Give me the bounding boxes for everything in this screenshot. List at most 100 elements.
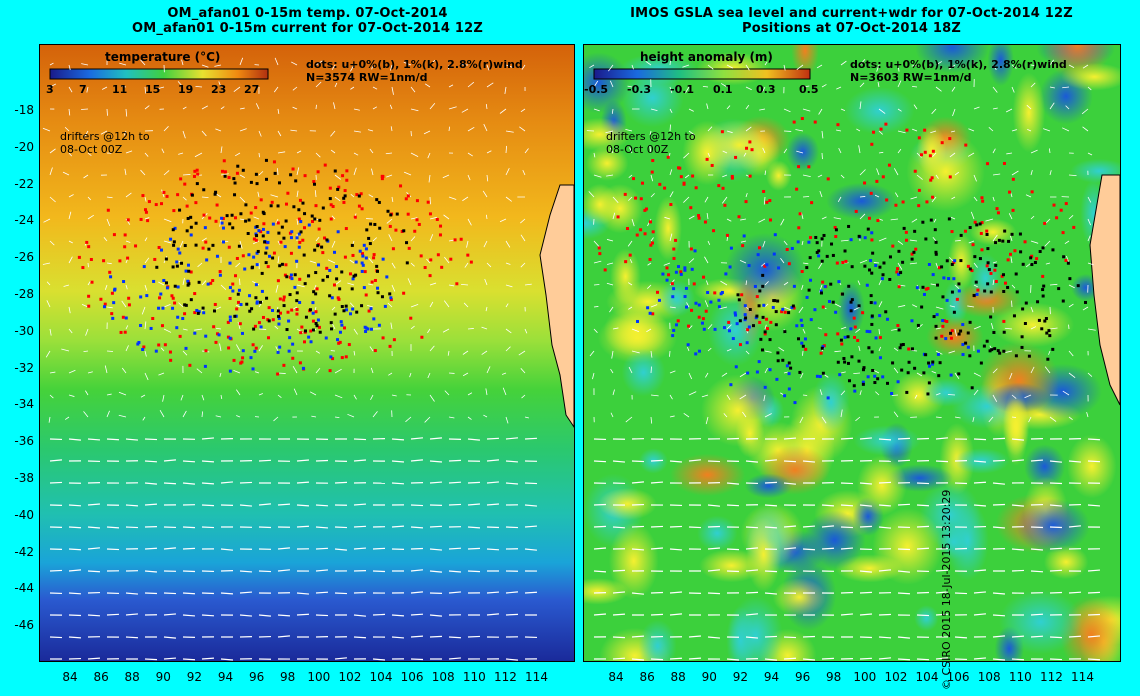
drifter-dot xyxy=(927,263,931,267)
drifter-dot xyxy=(640,181,644,185)
drifter-dot xyxy=(839,338,843,342)
drifter-dot xyxy=(684,286,688,290)
current-vector-arrow xyxy=(726,570,740,573)
drifter-dot xyxy=(762,303,766,307)
drifter-dot xyxy=(694,301,698,305)
current-vector-arrow xyxy=(1043,128,1051,132)
drifter-dot xyxy=(774,323,778,327)
drifter-dot xyxy=(273,171,277,175)
current-vector-arrow xyxy=(593,547,607,550)
right-title-line1: IMOS GSLA sea level and current+wdr for … xyxy=(630,6,1073,21)
current-vector-arrow xyxy=(49,459,63,462)
drifter-dot xyxy=(367,236,371,240)
current-vector-arrow xyxy=(608,64,614,72)
drifter-dot xyxy=(727,329,731,333)
current-vector-arrow xyxy=(631,460,645,463)
latitude-tick-label: -42 xyxy=(14,544,34,559)
drifter-dot xyxy=(670,282,674,286)
current-vector-arrow xyxy=(140,59,146,66)
drifter-dot xyxy=(867,216,871,220)
drifter-dot xyxy=(201,246,205,250)
current-vector-arrow xyxy=(897,503,911,506)
current-vector-arrow xyxy=(68,328,73,334)
drifter-dot xyxy=(690,308,694,312)
current-vector-arrow xyxy=(237,321,241,330)
current-vector-arrow xyxy=(783,306,792,311)
drifter-dot xyxy=(636,319,640,323)
drifter-dot xyxy=(948,175,952,179)
drifter-dot xyxy=(727,320,731,324)
drifter-dot xyxy=(669,203,673,207)
drifter-dot xyxy=(616,215,620,219)
drifter-dot xyxy=(870,238,874,242)
current-vector-arrow xyxy=(802,328,806,334)
drifter-dot xyxy=(144,208,148,212)
latitude-tick-label: -20 xyxy=(14,139,34,154)
right-note-line1: drifters @12h to xyxy=(606,130,696,143)
current-vector-arrow xyxy=(954,240,961,242)
current-vector-arrow xyxy=(897,130,906,134)
drifter-dot xyxy=(439,224,443,228)
current-vector-arrow xyxy=(182,196,187,201)
current-vector-arrow xyxy=(125,284,128,290)
right-colorbar-tick: 0.3 xyxy=(756,83,776,96)
drifter-dot xyxy=(790,246,794,250)
sea-level-anomaly-patch xyxy=(584,52,630,114)
current-vector-arrow xyxy=(650,304,658,308)
drifter-dot xyxy=(822,233,826,237)
current-vector-arrow xyxy=(669,548,683,551)
current-vector-arrow xyxy=(520,108,526,113)
current-vector-arrow xyxy=(609,306,614,313)
drifter-dot xyxy=(277,231,281,235)
current-vector-arrow xyxy=(973,262,978,268)
current-vector-arrow xyxy=(462,372,469,377)
drifter-dot xyxy=(776,299,780,303)
current-vector-arrow xyxy=(897,240,904,245)
drifter-dot xyxy=(873,301,877,305)
drifter-dot xyxy=(247,218,251,222)
drifter-dot xyxy=(106,208,110,212)
current-vector-arrow xyxy=(876,168,880,176)
current-vector-arrow xyxy=(391,482,405,485)
current-vector-arrow xyxy=(353,394,357,400)
drifter-dot xyxy=(763,332,767,336)
drifter-dot xyxy=(239,212,243,216)
drifter-dot xyxy=(820,346,824,350)
current-vector-arrow xyxy=(410,504,424,507)
current-vector-arrow xyxy=(123,130,127,136)
drifter-dot xyxy=(826,396,830,400)
drifter-dot xyxy=(386,209,390,213)
current-vector-arrow xyxy=(1068,350,1074,357)
drifter-dot xyxy=(865,329,869,333)
current-vector-arrow xyxy=(353,614,367,617)
drifter-dot xyxy=(1041,246,1045,250)
current-vector-arrow xyxy=(897,658,911,661)
current-vector-arrow xyxy=(273,416,279,422)
sea-level-anomaly-patch xyxy=(610,248,641,305)
latitude-tick-label: -32 xyxy=(14,360,34,375)
drifter-dot xyxy=(1033,261,1037,265)
drifter-dot xyxy=(865,283,869,287)
drifter-dot xyxy=(870,142,874,146)
drifter-dot xyxy=(314,322,318,326)
current-vector-arrow xyxy=(1068,214,1074,220)
drifter-dot xyxy=(924,237,928,241)
current-vector-arrow xyxy=(410,108,419,112)
drifter-dot xyxy=(194,243,198,247)
drifter-dot xyxy=(941,324,945,328)
drifter-dot xyxy=(329,217,333,221)
current-vector-arrow xyxy=(1011,129,1017,132)
drifter-dot xyxy=(189,215,193,219)
current-vector-arrow xyxy=(821,504,835,507)
current-vector-arrow xyxy=(429,635,443,638)
current-vector-arrow xyxy=(442,174,450,179)
drifter-dot xyxy=(841,261,845,265)
current-vector-arrow xyxy=(1049,526,1063,529)
current-vector-arrow xyxy=(156,86,165,90)
current-vector-arrow xyxy=(1068,303,1074,308)
left-colorbar-tick: 11 xyxy=(112,83,128,96)
drifter-dot xyxy=(272,251,276,255)
current-vector-arrow xyxy=(778,347,785,352)
current-vector-arrow xyxy=(688,215,695,220)
right-longitude-tick-label: 84 xyxy=(608,670,624,684)
